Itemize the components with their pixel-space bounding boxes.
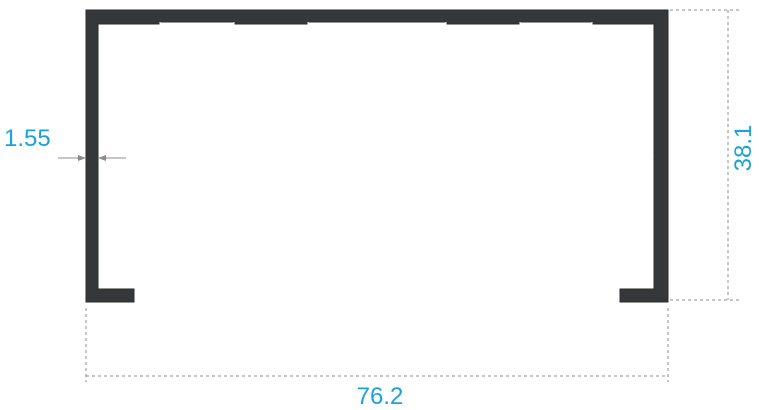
profile-body	[86, 10, 668, 302]
height-label: 38.1	[730, 125, 757, 172]
channel-profile	[86, 10, 668, 302]
thickness-arrow-right	[98, 155, 106, 161]
thickness-label: 1.55	[4, 125, 51, 152]
width-dimension: 76.2	[86, 308, 668, 410]
thickness-arrow-left	[78, 155, 86, 161]
profile-tick	[654, 155, 657, 158]
width-label: 76.2	[357, 383, 404, 410]
thickness-dimension: 1.55	[4, 125, 126, 161]
height-dimension: 38.1	[670, 10, 757, 300]
